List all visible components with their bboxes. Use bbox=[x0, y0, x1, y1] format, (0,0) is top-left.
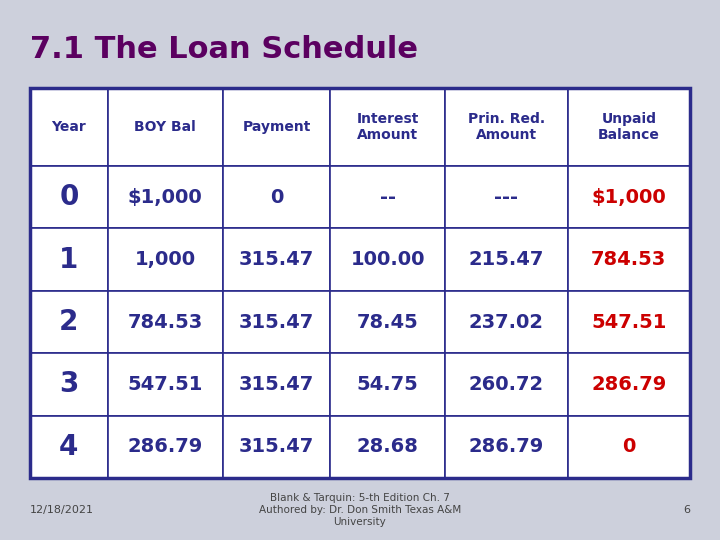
Bar bbox=[108, 416, 222, 478]
Text: 1,000: 1,000 bbox=[135, 250, 196, 269]
Text: 315.47: 315.47 bbox=[239, 375, 314, 394]
Bar bbox=[330, 291, 445, 353]
Bar bbox=[567, 353, 690, 416]
Bar bbox=[567, 166, 690, 228]
Bar bbox=[445, 353, 567, 416]
Text: 547.51: 547.51 bbox=[591, 313, 667, 332]
Bar bbox=[330, 228, 445, 291]
Text: ---: --- bbox=[495, 188, 518, 207]
Text: Prin. Red.
Amount: Prin. Red. Amount bbox=[468, 112, 545, 142]
Bar bbox=[330, 353, 445, 416]
Text: 12/18/2021: 12/18/2021 bbox=[30, 505, 94, 515]
Text: Year: Year bbox=[52, 120, 86, 134]
Text: 100.00: 100.00 bbox=[351, 250, 425, 269]
Bar bbox=[222, 353, 330, 416]
Bar bbox=[108, 166, 222, 228]
Bar bbox=[445, 228, 567, 291]
Text: 0: 0 bbox=[270, 188, 283, 207]
Text: 547.51: 547.51 bbox=[127, 375, 203, 394]
Text: 315.47: 315.47 bbox=[239, 313, 314, 332]
Bar bbox=[30, 88, 108, 166]
Bar bbox=[30, 353, 108, 416]
Text: Payment: Payment bbox=[243, 120, 311, 134]
Text: 78.45: 78.45 bbox=[357, 313, 419, 332]
Bar bbox=[330, 88, 445, 166]
Bar bbox=[108, 353, 222, 416]
Text: $1,000: $1,000 bbox=[128, 188, 203, 207]
Bar bbox=[108, 88, 222, 166]
Text: 286.79: 286.79 bbox=[127, 437, 203, 456]
Bar bbox=[567, 291, 690, 353]
Text: 0: 0 bbox=[622, 437, 636, 456]
Text: 4: 4 bbox=[59, 433, 78, 461]
Text: 260.72: 260.72 bbox=[469, 375, 544, 394]
Bar bbox=[108, 291, 222, 353]
Text: 3: 3 bbox=[59, 370, 78, 399]
Bar bbox=[567, 416, 690, 478]
Text: 286.79: 286.79 bbox=[591, 375, 667, 394]
Bar bbox=[445, 166, 567, 228]
Text: 7.1 The Loan Schedule: 7.1 The Loan Schedule bbox=[30, 36, 418, 64]
Bar bbox=[445, 291, 567, 353]
Bar bbox=[222, 416, 330, 478]
Text: 315.47: 315.47 bbox=[239, 437, 314, 456]
Text: 54.75: 54.75 bbox=[357, 375, 419, 394]
Text: --: -- bbox=[380, 188, 396, 207]
Text: Blank & Tarquin: 5-th Edition Ch. 7
Authored by: Dr. Don Smith Texas A&M
Univers: Blank & Tarquin: 5-th Edition Ch. 7 Auth… bbox=[259, 494, 461, 526]
Bar bbox=[222, 166, 330, 228]
Text: Interest
Amount: Interest Amount bbox=[356, 112, 419, 142]
Text: 286.79: 286.79 bbox=[469, 437, 544, 456]
Bar bbox=[330, 416, 445, 478]
Text: BOY Bal: BOY Bal bbox=[135, 120, 197, 134]
Bar bbox=[222, 228, 330, 291]
Text: 215.47: 215.47 bbox=[469, 250, 544, 269]
Text: Unpaid
Balance: Unpaid Balance bbox=[598, 112, 660, 142]
Bar bbox=[222, 291, 330, 353]
Bar bbox=[108, 228, 222, 291]
Bar bbox=[30, 416, 108, 478]
Text: 784.53: 784.53 bbox=[591, 250, 667, 269]
Bar bbox=[445, 416, 567, 478]
Text: 28.68: 28.68 bbox=[357, 437, 419, 456]
Bar bbox=[30, 166, 108, 228]
Bar bbox=[445, 88, 567, 166]
Bar bbox=[330, 166, 445, 228]
Text: 237.02: 237.02 bbox=[469, 313, 544, 332]
Text: $1,000: $1,000 bbox=[591, 188, 666, 207]
Bar bbox=[567, 88, 690, 166]
Bar bbox=[30, 291, 108, 353]
Text: 6: 6 bbox=[683, 505, 690, 515]
Bar bbox=[30, 228, 108, 291]
Text: 315.47: 315.47 bbox=[239, 250, 314, 269]
Text: 784.53: 784.53 bbox=[127, 313, 203, 332]
Text: 2: 2 bbox=[59, 308, 78, 336]
Text: 1: 1 bbox=[59, 246, 78, 274]
Bar bbox=[30, 88, 690, 478]
Bar bbox=[567, 228, 690, 291]
Bar bbox=[222, 88, 330, 166]
Text: 0: 0 bbox=[59, 183, 78, 211]
